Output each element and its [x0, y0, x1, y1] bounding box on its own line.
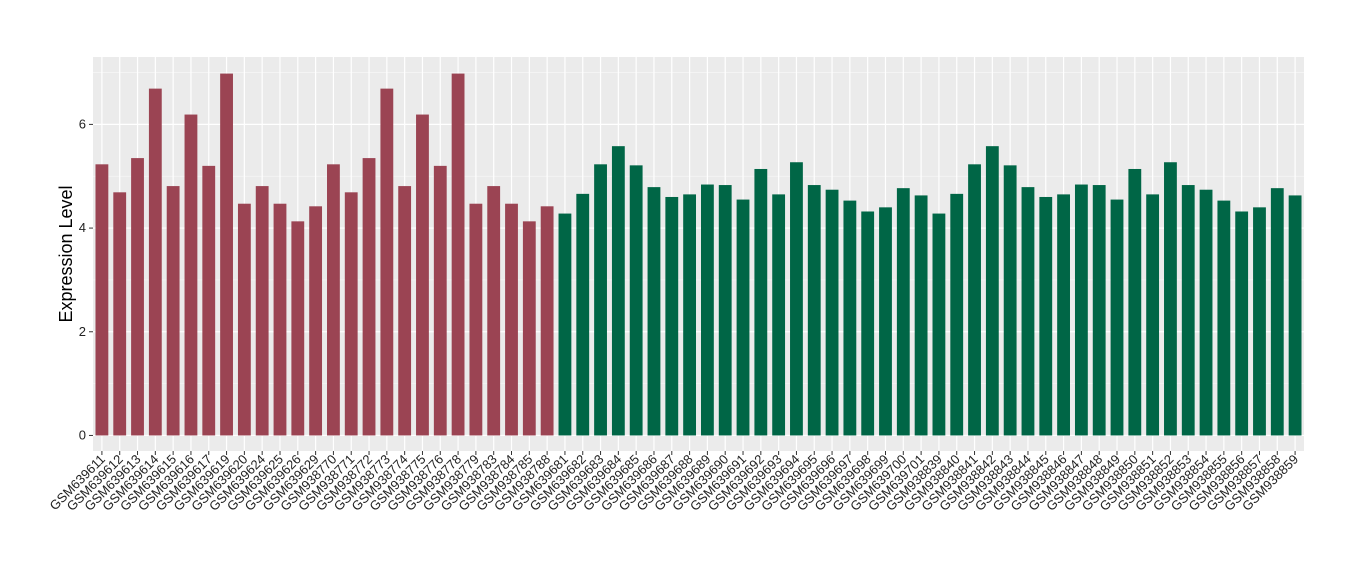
bar-GSM639687: [665, 196, 679, 436]
bar-GSM639700: [896, 188, 910, 436]
bar-GSM938840: [950, 193, 964, 436]
bar-GSM938855: [1217, 200, 1231, 436]
bar-GSM639683: [594, 164, 607, 436]
bar-GSM938847: [1074, 184, 1088, 436]
bar-GSM938775: [416, 114, 429, 436]
bar-GSM639612: [113, 192, 127, 436]
bar-GSM639699: [879, 207, 892, 436]
bar-GSM639698: [861, 211, 875, 436]
bar-GSM639614: [148, 88, 162, 436]
bar-GSM938839: [932, 213, 946, 436]
bar-GSM938778: [451, 73, 465, 436]
bar-GSM938852: [1164, 162, 1177, 436]
bar-GSM639620: [237, 203, 251, 436]
bar-GSM938772: [362, 158, 376, 436]
bar-GSM938859: [1288, 195, 1302, 436]
bar-GSM639696: [825, 189, 839, 436]
bar-GSM639681: [558, 213, 572, 436]
bar-GSM938850: [1128, 168, 1142, 436]
bar-GSM639690: [718, 185, 732, 436]
bar-GSM938851: [1146, 194, 1160, 436]
y-axis: 0 2 4 6: [79, 116, 93, 442]
bar-GSM639684: [611, 146, 625, 436]
bar-GSM639626: [291, 221, 305, 436]
bar-GSM938842: [985, 146, 999, 436]
bar-GSM639685: [629, 165, 643, 436]
bar-GSM639613: [131, 158, 144, 436]
bar-GSM938784: [505, 203, 518, 436]
bar-GSM639697: [843, 200, 857, 436]
bar-GSM938776: [433, 165, 447, 436]
bar-GSM938846: [1057, 194, 1070, 436]
bar-GSM639624: [255, 186, 269, 436]
bar-GSM639694: [790, 162, 803, 436]
bar-GSM639629: [309, 206, 323, 436]
bar-GSM938849: [1110, 199, 1124, 436]
y-tick-label: 0: [79, 427, 86, 442]
bar-GSM938843: [1003, 165, 1017, 436]
bar-GSM938771: [344, 192, 358, 436]
bar-GSM938853: [1181, 185, 1195, 436]
bars: [95, 73, 1302, 436]
bar-GSM639701: [914, 195, 928, 436]
bar-GSM938845: [1039, 196, 1053, 436]
bar-GSM938841: [968, 164, 981, 436]
bar-GSM639617: [202, 165, 216, 436]
bar-GSM938779: [469, 203, 483, 436]
x-axis: GSM639611GSM639612GSM639613GSM639614GSM6…: [46, 451, 1301, 514]
bar-GSM938773: [380, 88, 394, 436]
bar-GSM938856: [1235, 211, 1249, 436]
bar-GSM938854: [1199, 189, 1213, 436]
y-axis-title: Expression Level: [56, 185, 76, 322]
bar-GSM639692: [754, 168, 768, 436]
bar-GSM639682: [576, 193, 590, 436]
bar-GSM639625: [273, 203, 287, 436]
bar-GSM639695: [807, 185, 821, 436]
bar-GSM639616: [184, 114, 198, 436]
bar-GSM938785: [522, 221, 536, 436]
bar-GSM639689: [700, 184, 714, 436]
bar-GSM639615: [166, 186, 180, 436]
bar-GSM938774: [398, 186, 412, 436]
y-tick-label: 2: [79, 324, 86, 339]
y-tick-label: 4: [79, 220, 86, 235]
bar-GSM639688: [683, 194, 697, 436]
bar-GSM639693: [772, 194, 786, 436]
bar-GSM938844: [1021, 187, 1035, 436]
bar-GSM938783: [487, 186, 501, 436]
bar-GSM938857: [1253, 207, 1266, 436]
y-tick-label: 6: [79, 116, 86, 131]
bar-GSM938858: [1270, 188, 1284, 436]
bar-GSM938788: [540, 206, 554, 436]
bar-GSM639619: [220, 73, 233, 436]
bar-GSM938848: [1092, 185, 1106, 436]
bar-GSM938770: [327, 164, 340, 436]
bar-GSM639611: [95, 164, 109, 436]
bar-GSM639686: [647, 187, 661, 436]
bar-GSM639691: [736, 199, 750, 436]
